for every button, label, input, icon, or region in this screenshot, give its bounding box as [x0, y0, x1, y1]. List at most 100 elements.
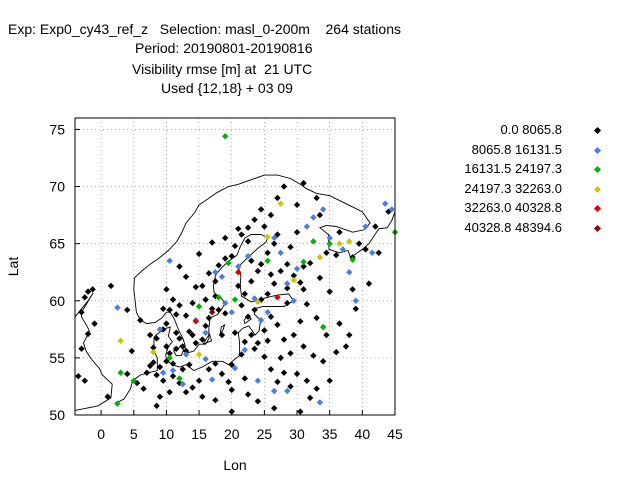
station-point [179, 343, 186, 350]
station-point [274, 231, 281, 238]
x-tick-label: 5 [130, 426, 138, 442]
station-point [251, 216, 258, 223]
station-point [222, 234, 229, 242]
station-point [189, 331, 196, 339]
station-point [362, 246, 369, 253]
station-point [189, 299, 196, 307]
station-point [323, 249, 330, 256]
station-point [264, 249, 271, 256]
station-point [251, 306, 258, 314]
station-point [244, 391, 252, 398]
station-point [287, 383, 294, 390]
x-tick-label: 25 [257, 426, 273, 442]
station-point [280, 183, 288, 190]
station-point [222, 133, 229, 140]
station-point [169, 360, 177, 367]
station-point [150, 344, 157, 351]
station-point [114, 400, 121, 407]
station-point [163, 343, 170, 350]
y-tick-label: 60 [49, 293, 65, 309]
station-point [81, 377, 88, 384]
station-point [202, 322, 209, 330]
station-point [274, 194, 281, 202]
station-point [146, 331, 154, 339]
station-point [146, 362, 154, 370]
station-point [140, 385, 147, 392]
x-tick-label: 0 [97, 426, 105, 442]
station-point [274, 321, 281, 328]
station-point [235, 225, 242, 233]
station-point [212, 269, 219, 276]
station-point [267, 211, 275, 219]
station-point [306, 394, 314, 402]
station-point [195, 250, 203, 258]
station-point [300, 179, 307, 187]
station-point [342, 343, 350, 350]
station-point [310, 214, 317, 221]
station-point [208, 305, 216, 312]
x-tick-label: 20 [224, 426, 240, 442]
station-point [270, 387, 278, 395]
station-point [130, 377, 137, 384]
station-point [277, 267, 284, 275]
station-point [261, 327, 268, 334]
station-point [173, 311, 180, 318]
x-tick-label: 45 [387, 426, 403, 442]
station-point [319, 323, 327, 331]
station-point [261, 223, 268, 230]
station-point [238, 231, 245, 238]
station-point [192, 283, 200, 291]
x-tick-label: 40 [355, 426, 371, 442]
station-point [244, 253, 252, 260]
station-point [336, 240, 343, 247]
station-point [159, 305, 167, 312]
station-point [186, 361, 193, 368]
station-point [333, 251, 340, 259]
station-point [202, 296, 209, 303]
station-point [128, 347, 136, 355]
station-point [238, 302, 245, 309]
station-point [303, 377, 311, 384]
station-point [326, 234, 333, 242]
station-point [267, 313, 275, 320]
station-point [179, 366, 186, 373]
station-point [274, 378, 281, 386]
station-point [78, 308, 85, 316]
station-point [215, 294, 222, 301]
station-point [248, 331, 255, 339]
station-point [346, 331, 353, 339]
x-tick-label: 15 [191, 426, 207, 442]
station-point [313, 194, 320, 202]
legend-label: 16131.5 24197.3 [464, 161, 562, 176]
station-point [349, 256, 356, 263]
station-point [189, 384, 196, 391]
station-point [208, 239, 216, 246]
x-axis-label: Lon [223, 457, 246, 473]
station-point [251, 345, 258, 352]
station-point [297, 318, 304, 325]
station-point [244, 313, 252, 320]
station-point [355, 240, 363, 247]
station-point [169, 372, 177, 380]
station-point [163, 320, 170, 327]
station-point [156, 326, 164, 333]
station-point [339, 246, 346, 253]
station-point [254, 267, 262, 275]
station-point [300, 343, 307, 350]
station-point [244, 238, 252, 245]
station-point [254, 398, 262, 405]
station-point [228, 308, 235, 316]
chart-title-line-3: Visibility rmse [m] at 21 UTC [132, 61, 313, 77]
station-point [166, 388, 173, 396]
station-point [261, 353, 268, 360]
station-point [290, 277, 297, 284]
station-point [313, 385, 320, 392]
station-point [316, 274, 324, 282]
station-point [225, 259, 232, 267]
station-point [287, 243, 294, 251]
station-point [264, 308, 271, 316]
station-point [182, 388, 190, 396]
coastline-path [219, 323, 226, 336]
y-tick-label: 55 [49, 350, 65, 366]
station-point [231, 329, 239, 336]
